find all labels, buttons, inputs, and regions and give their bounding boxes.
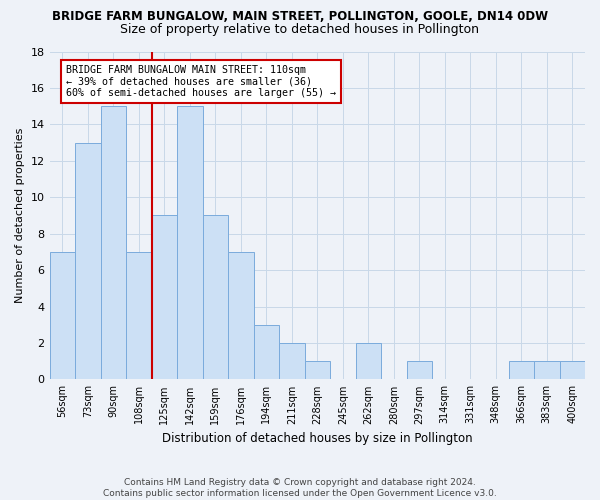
Bar: [152, 216, 177, 380]
Bar: [356, 343, 381, 380]
Bar: [407, 361, 432, 380]
Bar: [279, 343, 305, 380]
X-axis label: Distribution of detached houses by size in Pollington: Distribution of detached houses by size …: [162, 432, 473, 445]
Text: BRIDGE FARM BUNGALOW MAIN STREET: 110sqm
← 39% of detached houses are smaller (3: BRIDGE FARM BUNGALOW MAIN STREET: 110sqm…: [65, 64, 335, 98]
Bar: [101, 106, 126, 380]
Bar: [203, 216, 228, 380]
Bar: [305, 361, 330, 380]
Bar: [534, 361, 560, 380]
Bar: [560, 361, 585, 380]
Bar: [228, 252, 254, 380]
Text: Size of property relative to detached houses in Pollington: Size of property relative to detached ho…: [121, 22, 479, 36]
Bar: [50, 252, 75, 380]
Y-axis label: Number of detached properties: Number of detached properties: [15, 128, 25, 303]
Text: Contains HM Land Registry data © Crown copyright and database right 2024.
Contai: Contains HM Land Registry data © Crown c…: [103, 478, 497, 498]
Bar: [254, 325, 279, 380]
Bar: [509, 361, 534, 380]
Bar: [126, 252, 152, 380]
Text: BRIDGE FARM BUNGALOW, MAIN STREET, POLLINGTON, GOOLE, DN14 0DW: BRIDGE FARM BUNGALOW, MAIN STREET, POLLI…: [52, 10, 548, 23]
Bar: [75, 142, 101, 380]
Bar: [177, 106, 203, 380]
